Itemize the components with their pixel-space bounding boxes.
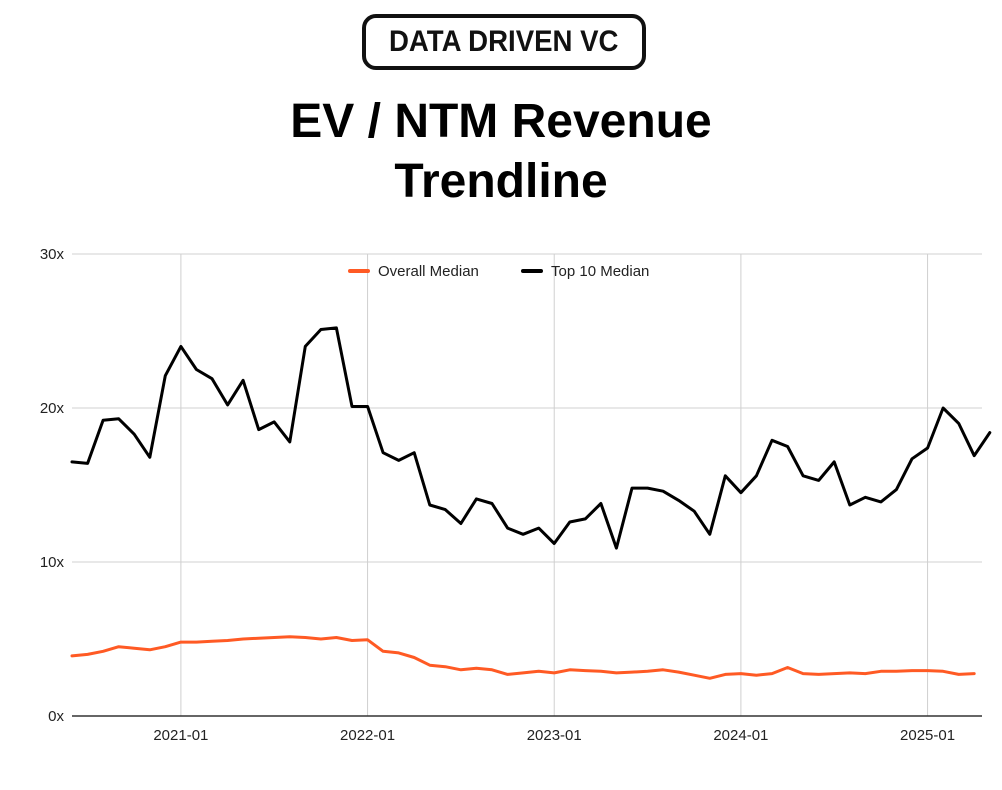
x-tick-label: 2025-01: [900, 727, 955, 744]
chart-title: EV / NTM Revenue Trendline: [0, 92, 1002, 212]
chart-title-line-2: Trendline: [394, 155, 608, 208]
brand-logo-text: DATA DRIVEN VC: [389, 25, 619, 58]
x-tick-label: 2022-01: [340, 727, 395, 744]
y-tick-label: 20x: [40, 400, 65, 417]
series-line-top-10-median: [70, 326, 992, 550]
y-tick-label: 10x: [40, 554, 65, 571]
x-tick-label: 2024-01: [713, 727, 768, 744]
series-line-overall-median: [70, 635, 976, 680]
y-tick-label: 0x: [48, 708, 64, 725]
legend-label-overall-median: Overall Median: [378, 263, 479, 280]
legend-label-top-10-median: Top 10 Median: [551, 263, 649, 280]
x-tick-label: 2021-01: [153, 727, 208, 744]
chart-title-line-1: EV / NTM Revenue: [290, 95, 712, 148]
y-tick-label: 30x: [40, 246, 65, 263]
brand-logo: DATA DRIVEN VC: [362, 14, 646, 70]
x-tick-label: 2023-01: [527, 727, 582, 744]
